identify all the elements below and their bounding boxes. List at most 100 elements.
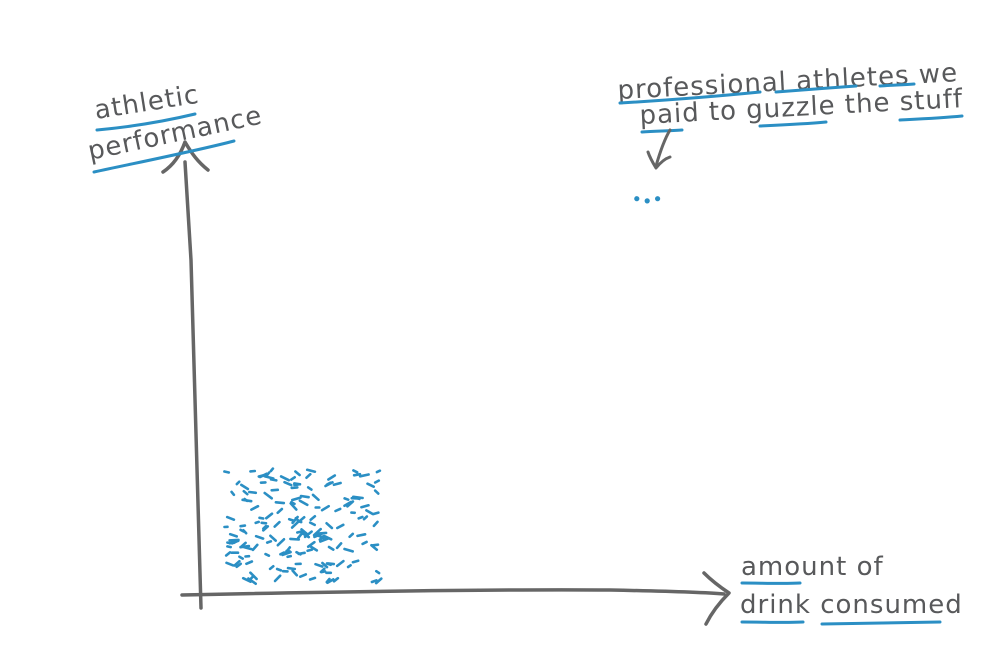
data-marks <box>223 196 661 586</box>
cluster-point <box>241 498 253 503</box>
cluster-point <box>276 507 284 515</box>
x-axis-arrowhead <box>702 571 731 626</box>
cluster-point <box>289 537 301 541</box>
cluster-point <box>320 504 331 512</box>
cluster-point <box>230 490 236 497</box>
cluster-point <box>319 567 326 574</box>
cluster-point <box>361 540 368 546</box>
cluster-point <box>245 560 254 566</box>
cluster-point <box>300 528 309 536</box>
cluster-point <box>335 559 345 568</box>
cluster-point <box>318 535 324 542</box>
x-axis-label-line-1: amount of <box>741 552 884 582</box>
cluster-point <box>321 561 329 569</box>
cluster-point <box>316 531 328 535</box>
cluster-point <box>360 503 370 509</box>
cluster-point <box>258 516 265 520</box>
cluster-point <box>279 551 286 556</box>
cluster-point <box>352 472 362 477</box>
x-axis-label-underline-3 <box>820 620 942 626</box>
cluster-point <box>235 562 242 569</box>
cluster-point <box>274 500 286 505</box>
cluster-point <box>334 507 342 513</box>
cluster-point <box>226 541 234 545</box>
cluster-point <box>306 486 313 491</box>
cluster-point <box>362 515 369 521</box>
cluster-point <box>332 576 340 583</box>
cluster-point <box>233 559 241 567</box>
cluster-point <box>226 545 232 549</box>
cluster-point <box>335 542 343 550</box>
cluster-point <box>305 472 312 480</box>
cluster-point <box>356 532 367 538</box>
outlier-point <box>655 196 661 202</box>
y-axis-arrowhead <box>161 140 210 174</box>
cluster-point <box>223 470 231 474</box>
cluster-point <box>269 478 278 482</box>
cluster-point <box>264 552 271 558</box>
cluster-point <box>370 543 379 552</box>
cluster-point <box>241 576 252 584</box>
cluster-point <box>346 500 355 508</box>
cluster-point <box>291 515 299 525</box>
cluster-point <box>365 509 375 516</box>
cluster-point <box>343 547 355 553</box>
cluster-point <box>299 494 310 499</box>
cluster-point <box>322 534 328 540</box>
cluster-point <box>335 523 345 530</box>
cluster-point <box>298 573 308 579</box>
cluster-point <box>325 521 334 530</box>
cluster-point <box>375 469 382 474</box>
cluster-point <box>314 562 324 568</box>
cluster-point <box>373 479 381 484</box>
cluster-point <box>295 530 303 534</box>
cluster-point <box>257 473 266 478</box>
cluster-point <box>299 515 306 522</box>
cluster-point <box>374 569 381 575</box>
cluster-point <box>279 475 291 482</box>
y-axis <box>183 160 203 610</box>
cluster-point <box>273 574 282 583</box>
cluster-point <box>372 511 380 516</box>
cluster-point <box>308 521 317 527</box>
annotation-arrow-shaft <box>654 128 672 168</box>
cluster-point <box>370 579 378 584</box>
annotation-underline-3 <box>878 82 916 88</box>
cluster-point <box>225 515 236 522</box>
cluster-point <box>289 475 297 481</box>
cluster-point <box>346 563 352 569</box>
cluster-point <box>247 577 257 586</box>
annotation-underline-5 <box>758 120 828 128</box>
cluster-point <box>291 569 299 577</box>
cluster-point <box>265 539 273 544</box>
cluster-point <box>283 480 293 487</box>
cluster-point <box>373 489 380 495</box>
cluster-point <box>326 578 335 585</box>
cluster-point <box>300 531 311 539</box>
cluster-point <box>289 502 298 511</box>
cluster-point <box>239 528 245 533</box>
annotation-underline-1 <box>618 90 762 105</box>
cluster-point <box>224 551 232 557</box>
cluster-point <box>261 524 268 531</box>
cluster-point <box>295 550 302 556</box>
cluster-point <box>298 499 309 507</box>
cluster-point <box>351 559 360 564</box>
outlier-point <box>634 196 640 202</box>
annotation-underline-4 <box>640 128 684 134</box>
cluster-point <box>290 486 299 490</box>
x-axis <box>180 588 726 597</box>
cluster-point <box>312 527 323 537</box>
cluster-point <box>327 545 335 551</box>
cluster-point <box>243 545 253 551</box>
annotation-underline-2 <box>774 84 858 94</box>
cluster-point <box>294 470 301 477</box>
cluster-point <box>264 512 274 520</box>
cluster-point <box>249 574 255 580</box>
cluster-point <box>248 490 258 495</box>
cluster-point <box>263 491 274 500</box>
cluster-point <box>357 515 364 520</box>
cluster-point <box>260 521 268 525</box>
x-axis-label-line-2: drink consumed <box>740 590 963 620</box>
annotation-arrow-head <box>646 150 672 170</box>
